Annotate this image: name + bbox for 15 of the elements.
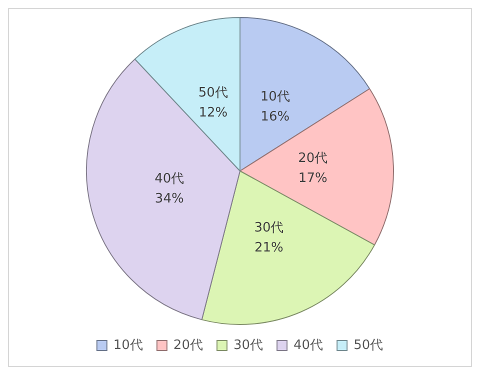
data-label: 21% bbox=[254, 240, 284, 256]
slice-label: 40代 bbox=[154, 172, 184, 187]
legend-label: 10代 bbox=[113, 338, 143, 353]
slice-label: 20代 bbox=[298, 151, 328, 166]
legend-label: 30代 bbox=[233, 338, 264, 353]
slice-label: 30代 bbox=[254, 220, 284, 236]
slice-label: 50代 bbox=[198, 86, 228, 101]
slice-label: 10代 bbox=[260, 89, 290, 104]
data-label: 12% bbox=[198, 106, 228, 121]
data-label: 16% bbox=[260, 109, 290, 124]
legend-label: 40代 bbox=[294, 338, 324, 353]
legend-label: 20代 bbox=[173, 338, 203, 353]
legend-label: 50代 bbox=[354, 338, 384, 353]
data-label: 34% bbox=[154, 192, 184, 207]
data-label: 17% bbox=[298, 171, 328, 186]
